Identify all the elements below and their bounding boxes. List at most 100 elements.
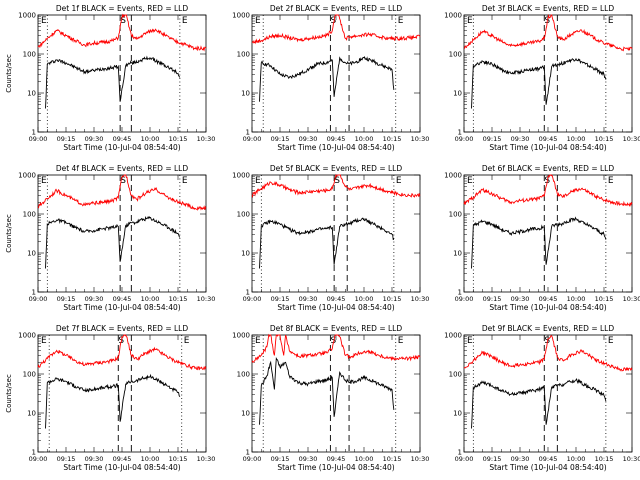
flare-marker-s: S [331, 16, 337, 26]
events-series-line [45, 55, 181, 109]
x-tick-label: 10:00 [567, 455, 586, 463]
x-tick-label: 10:30 [623, 295, 640, 303]
y-tick-label: 10 [453, 410, 462, 418]
lld-series-line [463, 334, 633, 372]
flare-marker-e: E [41, 176, 47, 186]
panel-6: Det 6f BLACK = Events, RED = LLD 1 10 100 10… [444, 164, 640, 312]
y-tick-label: 100 [23, 371, 36, 379]
x-tick-label: 10:15 [383, 455, 402, 463]
y-tick-label: 1 [246, 129, 250, 137]
x-tick-label: 10:30 [411, 135, 430, 143]
x-tick-label: 09:15 [271, 135, 290, 143]
x-tick-label: 09:00 [455, 295, 474, 303]
x-tick-label: 09:00 [29, 135, 48, 143]
x-axis-label: Start Time (10-Jul-04 08:54:40) [489, 143, 606, 152]
x-axis-label: Start Time (10-Jul-04 08:54:40) [277, 303, 394, 312]
y-tick-label: 1 [32, 129, 36, 137]
events-series-line [259, 217, 394, 269]
x-tick-label: 10:30 [197, 135, 216, 143]
x-tick-label: 09:30 [85, 455, 104, 463]
x-tick-label: 09:15 [271, 295, 290, 303]
x-tick-label: 09:15 [57, 455, 76, 463]
panel-title: Det 5f BLACK = Events, RED = LLD [270, 164, 403, 173]
flare-marker-s: S [120, 16, 126, 26]
y-tick-label: 100 [23, 51, 36, 59]
lld-series-line [251, 333, 421, 363]
x-tick-label: 10:15 [595, 135, 614, 143]
x-tick-label: 09:00 [243, 135, 262, 143]
x-tick-label: 10:00 [141, 135, 160, 143]
plot-frame [463, 334, 633, 453]
x-tick-label: 09:45 [539, 455, 558, 463]
x-tick-label: 09:30 [299, 135, 318, 143]
y-tick-label: 10 [241, 90, 250, 98]
x-tick-label: 09:45 [539, 295, 558, 303]
x-tick-label: 10:00 [141, 295, 160, 303]
x-tick-label: 09:15 [483, 135, 502, 143]
x-tick-label: 09:00 [29, 295, 48, 303]
flare-marker-s: S [334, 176, 340, 186]
panel-8: Det 8f BLACK = Events, RED = LLD 1 10 100 10… [232, 324, 429, 472]
x-tick-label: 09:00 [243, 295, 262, 303]
x-tick-label: 10:15 [595, 455, 614, 463]
x-tick-label: 09:00 [29, 455, 48, 463]
x-tick-label: 09:30 [511, 135, 530, 143]
y-tick-label: 100 [449, 211, 462, 219]
lld-series-line [37, 334, 207, 371]
y-tick-label: 1 [458, 289, 462, 297]
x-tick-label: 09:45 [113, 295, 132, 303]
lld-series-line [251, 173, 421, 198]
x-tick-label: 10:30 [623, 455, 640, 463]
y-tick-label: 10 [453, 250, 462, 258]
y-tick-label: 10 [241, 410, 250, 418]
y-tick-label: 1 [458, 129, 462, 137]
flare-marker-e: E [467, 16, 473, 26]
flare-marker-e: E [182, 16, 188, 26]
x-tick-label: 10:00 [355, 455, 374, 463]
panel-title: Det 3f BLACK = Events, RED = LLD [482, 4, 615, 13]
y-tick-label: 1 [246, 449, 250, 457]
flare-marker-e: E [467, 336, 473, 346]
x-tick-label: 09:30 [511, 295, 530, 303]
x-axis-label: Start Time (10-Jul-04 08:54:40) [489, 463, 606, 472]
x-tick-label: 10:00 [567, 295, 586, 303]
panel-title: Det 6f BLACK = Events, RED = LLD [482, 164, 615, 173]
flare-marker-e: E [255, 16, 261, 26]
panel-title: Det 2f BLACK = Events, RED = LLD [270, 4, 403, 13]
y-tick-label: 1000 [232, 12, 250, 20]
plot-frame [37, 334, 207, 453]
panel-title: Det 4f BLACK = Events, RED = LLD [56, 164, 189, 173]
x-tick-label: 10:00 [355, 135, 374, 143]
panel-title: Det 9f BLACK = Events, RED = LLD [482, 324, 615, 333]
panel-3: Det 3f BLACK = Events, RED = LLD 1 10 100 10… [444, 4, 640, 152]
x-tick-label: 10:30 [197, 455, 216, 463]
x-axis-label: Start Time (10-Jul-04 08:54:40) [63, 463, 180, 472]
y-tick-label: 100 [237, 211, 250, 219]
x-tick-label: 10:15 [169, 295, 188, 303]
y-tick-label: 1000 [232, 172, 250, 180]
x-tick-label: 10:30 [411, 295, 430, 303]
panel-5: Det 5f BLACK = Events, RED = LLD 1 10 100 10… [232, 164, 429, 312]
y-tick-label: 100 [449, 371, 462, 379]
panel-7: Det 7f BLACK = Events, RED = LLD 1 10 100 10… [5, 324, 215, 472]
flare-marker-e: E [182, 176, 188, 186]
x-tick-label: 10:15 [383, 295, 402, 303]
y-tick-label: 100 [237, 371, 250, 379]
x-tick-label: 10:30 [623, 135, 640, 143]
panel-title: Det 1f BLACK = Events, RED = LLD [56, 4, 189, 13]
x-tick-label: 10:00 [141, 455, 160, 463]
x-tick-label: 10:15 [383, 135, 402, 143]
y-tick-label: 1000 [18, 172, 36, 180]
y-axis-label: Counts/sec [5, 54, 13, 93]
y-tick-label: 100 [237, 51, 250, 59]
y-tick-label: 1000 [18, 332, 36, 340]
x-axis-label: Start Time (10-Jul-04 08:54:40) [489, 303, 606, 312]
flare-marker-e: E [608, 176, 614, 186]
flare-marker-e: E [41, 336, 47, 346]
events-series-line [259, 357, 395, 425]
flare-marker-e: E [398, 16, 404, 26]
x-tick-label: 10:15 [169, 135, 188, 143]
x-tick-label: 10:00 [355, 295, 374, 303]
lld-series-line [252, 14, 421, 45]
